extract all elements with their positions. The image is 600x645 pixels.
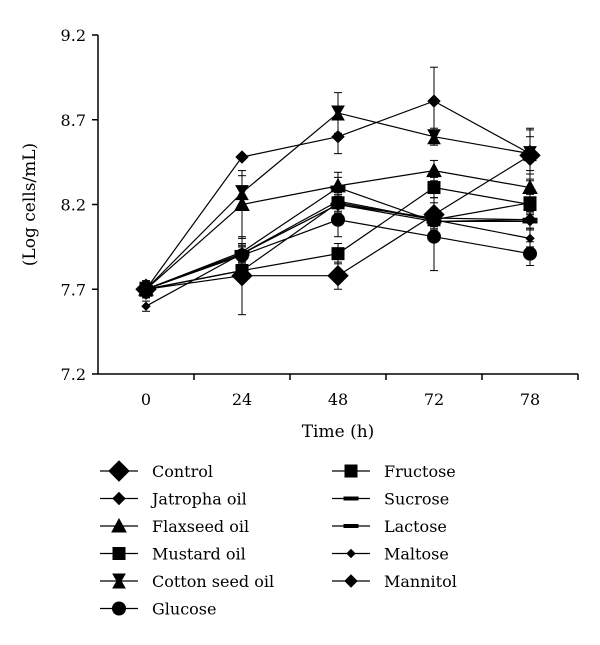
y-axis-ticks: 7.2 7.7 8.2 8.7 9.2 bbox=[61, 26, 98, 384]
legend-item: Glucose bbox=[100, 600, 216, 619]
y-tick-label: 7.2 bbox=[61, 365, 86, 384]
y-axis-title: (Log cells/mL) bbox=[20, 143, 40, 266]
legend-item: Cotton seed oil bbox=[100, 572, 274, 591]
legend-label: Jatropha oil bbox=[150, 490, 247, 509]
data-point bbox=[139, 282, 153, 296]
legend-marker bbox=[343, 496, 359, 501]
data-point bbox=[523, 146, 537, 162]
legend-label: Lactose bbox=[384, 517, 447, 536]
legend-label: Flaxseed oil bbox=[152, 517, 249, 536]
data-point bbox=[331, 105, 345, 121]
data-point bbox=[331, 197, 345, 212]
x-tick-label: 78 bbox=[520, 390, 540, 409]
legend-marker bbox=[112, 547, 126, 560]
data-point bbox=[427, 229, 441, 244]
data-point bbox=[331, 247, 345, 261]
legend-label: Maltose bbox=[384, 545, 449, 564]
legend-item: Fructose bbox=[332, 462, 456, 481]
legend-label: Cotton seed oil bbox=[152, 572, 274, 591]
legend-label: Fructose bbox=[384, 462, 456, 481]
data-point bbox=[235, 185, 249, 201]
legend-item: Lactose bbox=[332, 517, 447, 536]
legend-marker bbox=[343, 524, 359, 528]
y-tick-label: 9.2 bbox=[61, 26, 86, 45]
data-point bbox=[427, 211, 441, 225]
legend-marker bbox=[344, 464, 358, 478]
legend: Control Jatropha oil Flaxseed oil Mustard o… bbox=[100, 460, 457, 619]
x-axis-ticks: 0 24 48 72 78 bbox=[141, 374, 579, 409]
data-point bbox=[141, 301, 151, 311]
legend-marker bbox=[112, 491, 126, 506]
legend-marker bbox=[108, 460, 130, 482]
data-point bbox=[331, 212, 345, 227]
data-point bbox=[427, 129, 441, 145]
legend-item: Control bbox=[100, 460, 213, 482]
x-axis-title: Time (h) bbox=[302, 422, 375, 442]
data-point bbox=[235, 246, 249, 261]
data-point bbox=[235, 150, 249, 164]
data-point bbox=[330, 185, 346, 190]
legend-label: Glucose bbox=[152, 600, 216, 619]
data-point bbox=[235, 264, 249, 278]
legend-item: Jatropha oil bbox=[100, 490, 247, 509]
x-tick-label: 48 bbox=[328, 390, 348, 409]
data-point bbox=[427, 94, 441, 108]
series-mannitol bbox=[139, 193, 537, 297]
data-point bbox=[327, 264, 349, 287]
data-point bbox=[426, 162, 442, 178]
x-tick-label: 0 bbox=[141, 390, 151, 409]
legend-label: Mustard oil bbox=[152, 545, 246, 564]
y-tick-label: 8.7 bbox=[61, 111, 86, 130]
legend-item: Flaxseed oil bbox=[100, 517, 249, 536]
legend-label: Control bbox=[152, 462, 213, 481]
y-tick-label: 8.2 bbox=[61, 196, 86, 215]
legend-label: Mannitol bbox=[384, 572, 457, 591]
data-point bbox=[525, 233, 535, 244]
legend-item: Sucrose bbox=[332, 490, 449, 509]
data-point bbox=[523, 246, 537, 261]
series-layer bbox=[135, 66, 541, 316]
legend-item: Maltose bbox=[332, 545, 449, 564]
legend-marker bbox=[112, 573, 126, 589]
legend-marker bbox=[112, 601, 126, 616]
data-point bbox=[523, 196, 537, 210]
data-point bbox=[427, 181, 441, 195]
x-tick-label: 24 bbox=[232, 390, 252, 409]
legend-marker bbox=[111, 517, 127, 533]
y-tick-label: 7.7 bbox=[61, 280, 86, 299]
x-tick-label: 72 bbox=[424, 390, 444, 409]
data-point bbox=[523, 213, 537, 227]
legend-item: Mannitol bbox=[332, 572, 457, 591]
legend-marker bbox=[344, 574, 358, 588]
legend-item: Mustard oil bbox=[100, 545, 246, 564]
legend-marker bbox=[346, 548, 356, 559]
legend-label: Sucrose bbox=[384, 490, 449, 509]
